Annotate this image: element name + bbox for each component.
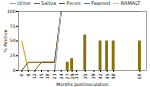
svg-text:9: 9 <box>26 73 31 76</box>
html-text:Urine: Urine <box>17 0 31 6</box>
svg-text:42: 42 <box>98 73 103 79</box>
svg-text:% Positive: % Positive <box>3 29 8 52</box>
svg-text:27: 27 <box>65 73 71 80</box>
svg-text:6: 6 <box>19 73 24 76</box>
html-text:Feces: Feces <box>66 0 81 6</box>
svg-text:60: 60 <box>137 73 142 79</box>
svg-text:0: 0 <box>13 68 16 73</box>
svg-text:29: 29 <box>69 73 75 80</box>
svg-text:39: 39 <box>91 73 96 79</box>
svg-text:35: 35 <box>83 73 88 79</box>
html-text:Fawned: Fawned <box>91 0 111 6</box>
svg-text:100: 100 <box>7 9 16 14</box>
svg-text:75: 75 <box>10 24 16 29</box>
svg-text:15: 15 <box>39 73 44 79</box>
html-text:RAMALT: RAMALT <box>120 0 141 6</box>
svg-text:12: 12 <box>32 73 37 79</box>
svg-text:45: 45 <box>105 73 110 79</box>
svg-text:25: 25 <box>10 53 16 58</box>
svg-text:24: 24 <box>59 73 64 79</box>
svg-text:Months postinoculation: Months postinoculation <box>56 82 109 87</box>
svg-text:48: 48 <box>111 73 116 79</box>
svg-text:21: 21 <box>52 73 57 79</box>
svg-text:50: 50 <box>10 38 16 43</box>
svg-text:31: 31 <box>74 73 79 79</box>
svg-text:18: 18 <box>45 73 50 79</box>
html-text:Saliva: Saliva <box>41 0 57 6</box>
